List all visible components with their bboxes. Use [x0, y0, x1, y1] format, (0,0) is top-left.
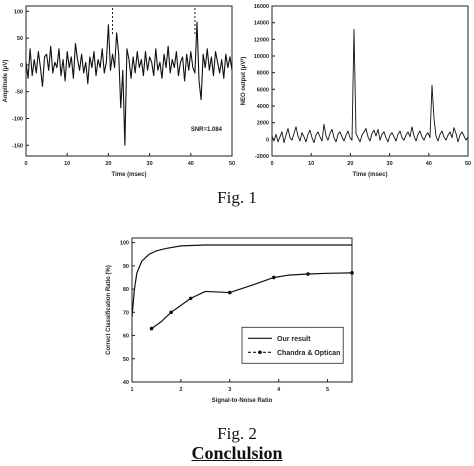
x-axis-label: Signal-to-Noise Ratio [212, 398, 273, 404]
x-tick-label: 0 [270, 161, 273, 167]
chart-svg: 0 10 20 30 40 50 100 50 0 -50 -100 -150 Time (msec) A… [3, 5, 235, 178]
y-tick-label: 14000 [254, 21, 269, 27]
y-tick-label: 0 [266, 137, 269, 143]
y-tick-label: -100 [12, 117, 23, 123]
x-tick-label: 0 [24, 161, 27, 167]
series-line-2 [151, 272, 353, 330]
y-tick-label: -2000 [255, 154, 269, 160]
plot-frame [271, 5, 469, 157]
x-tick-label: 20 [347, 161, 353, 167]
figure-2-caption: Fig. 2 [217, 424, 257, 443]
x-axis-label: Time (msec) [112, 172, 147, 178]
y-tick-label: -150 [12, 143, 23, 149]
plot-frame [25, 5, 233, 157]
y-tick-label: 90 [123, 264, 129, 270]
y-tick-label: 2000 [257, 121, 269, 127]
y-tick-label: 50 [17, 36, 23, 42]
x-tick-label: 50 [229, 161, 235, 167]
x-tick-label: 30 [147, 161, 153, 167]
legend-label-1: Our result [277, 336, 311, 343]
y-tick-label: 100 [120, 241, 129, 247]
y-tick-label: 16000 [254, 4, 269, 10]
plot-frame [131, 237, 353, 383]
legend-box [241, 326, 344, 364]
x-tick-label: 2 [179, 387, 182, 393]
x-tick-label: 20 [105, 161, 111, 167]
series-line-1 [271, 28, 469, 144]
x-tick-label: 10 [308, 161, 314, 167]
series-point [306, 272, 310, 276]
y-tick-label: -50 [15, 90, 23, 96]
snr-annotation: SNR=1.084 [191, 127, 223, 133]
y-tick-label: 12000 [254, 37, 269, 43]
x-tick-label: 5 [326, 387, 329, 393]
series-point [149, 326, 154, 331]
y-tick-label: 8000 [257, 71, 269, 77]
x-tick-label: 4 [277, 387, 281, 393]
y-tick-label: 10000 [254, 54, 269, 60]
y-axis-label: Correct Classification Ratio (%) [106, 265, 112, 355]
legend-label-2: Chandra & Optican [277, 350, 340, 357]
figure-1-caption: Fig. 1 [217, 188, 257, 207]
series-line-1 [131, 244, 352, 318]
y-axis-label: NEO output (μV²) [240, 57, 247, 106]
y-tick-label: 80 [123, 287, 129, 293]
y-tick-label: 6000 [257, 87, 269, 93]
figure-2-plot: 1 2 3 4 5 100 90 80 70 60 50 40 Signal-to-Noise Rati… [96, 228, 358, 417]
y-tick-label: 0 [20, 63, 23, 69]
series-point [271, 275, 276, 280]
y-tick-label: 100 [14, 9, 23, 15]
series-point [350, 271, 354, 275]
y-tick-label: 50 [123, 357, 129, 363]
x-tick-label: 40 [426, 161, 432, 167]
x-tick-label: 1 [130, 387, 133, 393]
x-tick-label: 50 [465, 161, 471, 167]
figure-1b-plot: 0 10 20 30 40 50 16000 14000 12000 10000 8000 6000 4… [236, 0, 472, 187]
section-heading: Conclulsion [191, 443, 283, 463]
y-tick-label: 60 [123, 334, 129, 340]
legend-marker [258, 350, 262, 355]
x-tick-label: 3 [228, 387, 231, 393]
x-tick-label: 30 [387, 161, 393, 167]
y-tick-label: 40 [123, 380, 129, 386]
series-point [188, 296, 193, 301]
y-tick-label: 4000 [257, 104, 269, 110]
y-axis-label: Amplitude (μV) [3, 60, 9, 103]
series-line-1 [25, 21, 233, 146]
y-tick-label: 70 [123, 310, 129, 316]
chart-svg: 1 2 3 4 5 100 90 80 70 60 50 40 Signal-to-Noise Rati… [106, 237, 354, 404]
x-tick-label: 40 [188, 161, 194, 167]
series-point [169, 310, 173, 315]
chart-svg: 0 10 20 30 40 50 16000 14000 12000 10000 8000 6000 4… [240, 4, 471, 178]
x-tick-label: 10 [64, 161, 70, 167]
figure-1a-plot: 0 10 20 30 40 50 100 50 0 -50 -100 -150 Time (msec) A… [0, 0, 236, 187]
series-point [227, 290, 232, 295]
x-axis-label: Time (msec) [353, 172, 388, 178]
